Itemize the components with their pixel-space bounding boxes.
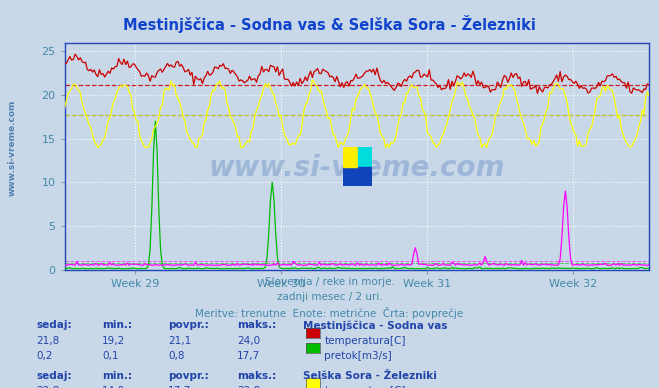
Text: Slovenija / reke in morje.: Slovenija / reke in morje. [264, 277, 395, 288]
Text: maks.:: maks.: [237, 371, 277, 381]
Text: pretok[m3/s]: pretok[m3/s] [324, 351, 392, 361]
Text: Mestinjščica - Sodna vas: Mestinjščica - Sodna vas [303, 320, 447, 331]
Text: sedaj:: sedaj: [36, 320, 72, 330]
Text: 17,7: 17,7 [237, 351, 260, 361]
Text: 24,0: 24,0 [237, 336, 260, 346]
Text: temperatura[C]: temperatura[C] [324, 336, 406, 346]
Text: povpr.:: povpr.: [168, 320, 209, 330]
Bar [358, 147, 372, 167]
Text: min.:: min.: [102, 371, 132, 381]
Text: Selška Sora - Železniki: Selška Sora - Železniki [303, 371, 437, 381]
Text: 19,2: 19,2 [102, 336, 125, 346]
Bar [358, 167, 372, 186]
Text: maks.:: maks.: [237, 320, 277, 330]
Text: Meritve: trenutne  Enote: metrične  Črta: povprečje: Meritve: trenutne Enote: metrične Črta: … [195, 307, 464, 319]
Text: 17,7: 17,7 [168, 386, 191, 388]
Text: 21,1: 21,1 [168, 336, 191, 346]
Text: 0,1: 0,1 [102, 351, 119, 361]
Bar [343, 147, 358, 167]
Text: Mestinjščica - Sodna vas & Selška Sora - Železniki: Mestinjščica - Sodna vas & Selška Sora -… [123, 15, 536, 33]
Text: 21,8: 21,8 [36, 336, 59, 346]
Text: zadnji mesec / 2 uri.: zadnji mesec / 2 uri. [277, 292, 382, 302]
Text: www.si-vreme.com: www.si-vreme.com [209, 154, 505, 182]
Text: min.:: min.: [102, 320, 132, 330]
Text: 0,2: 0,2 [36, 351, 53, 361]
Text: 0,8: 0,8 [168, 351, 185, 361]
Text: sedaj:: sedaj: [36, 371, 72, 381]
Bar [343, 147, 372, 186]
Text: www.si-vreme.com: www.si-vreme.com [7, 99, 16, 196]
Text: 22,8: 22,8 [36, 386, 59, 388]
Text: povpr.:: povpr.: [168, 371, 209, 381]
Text: 22,8: 22,8 [237, 386, 260, 388]
Text: temperatura[C]: temperatura[C] [324, 386, 406, 388]
Text: 14,0: 14,0 [102, 386, 125, 388]
